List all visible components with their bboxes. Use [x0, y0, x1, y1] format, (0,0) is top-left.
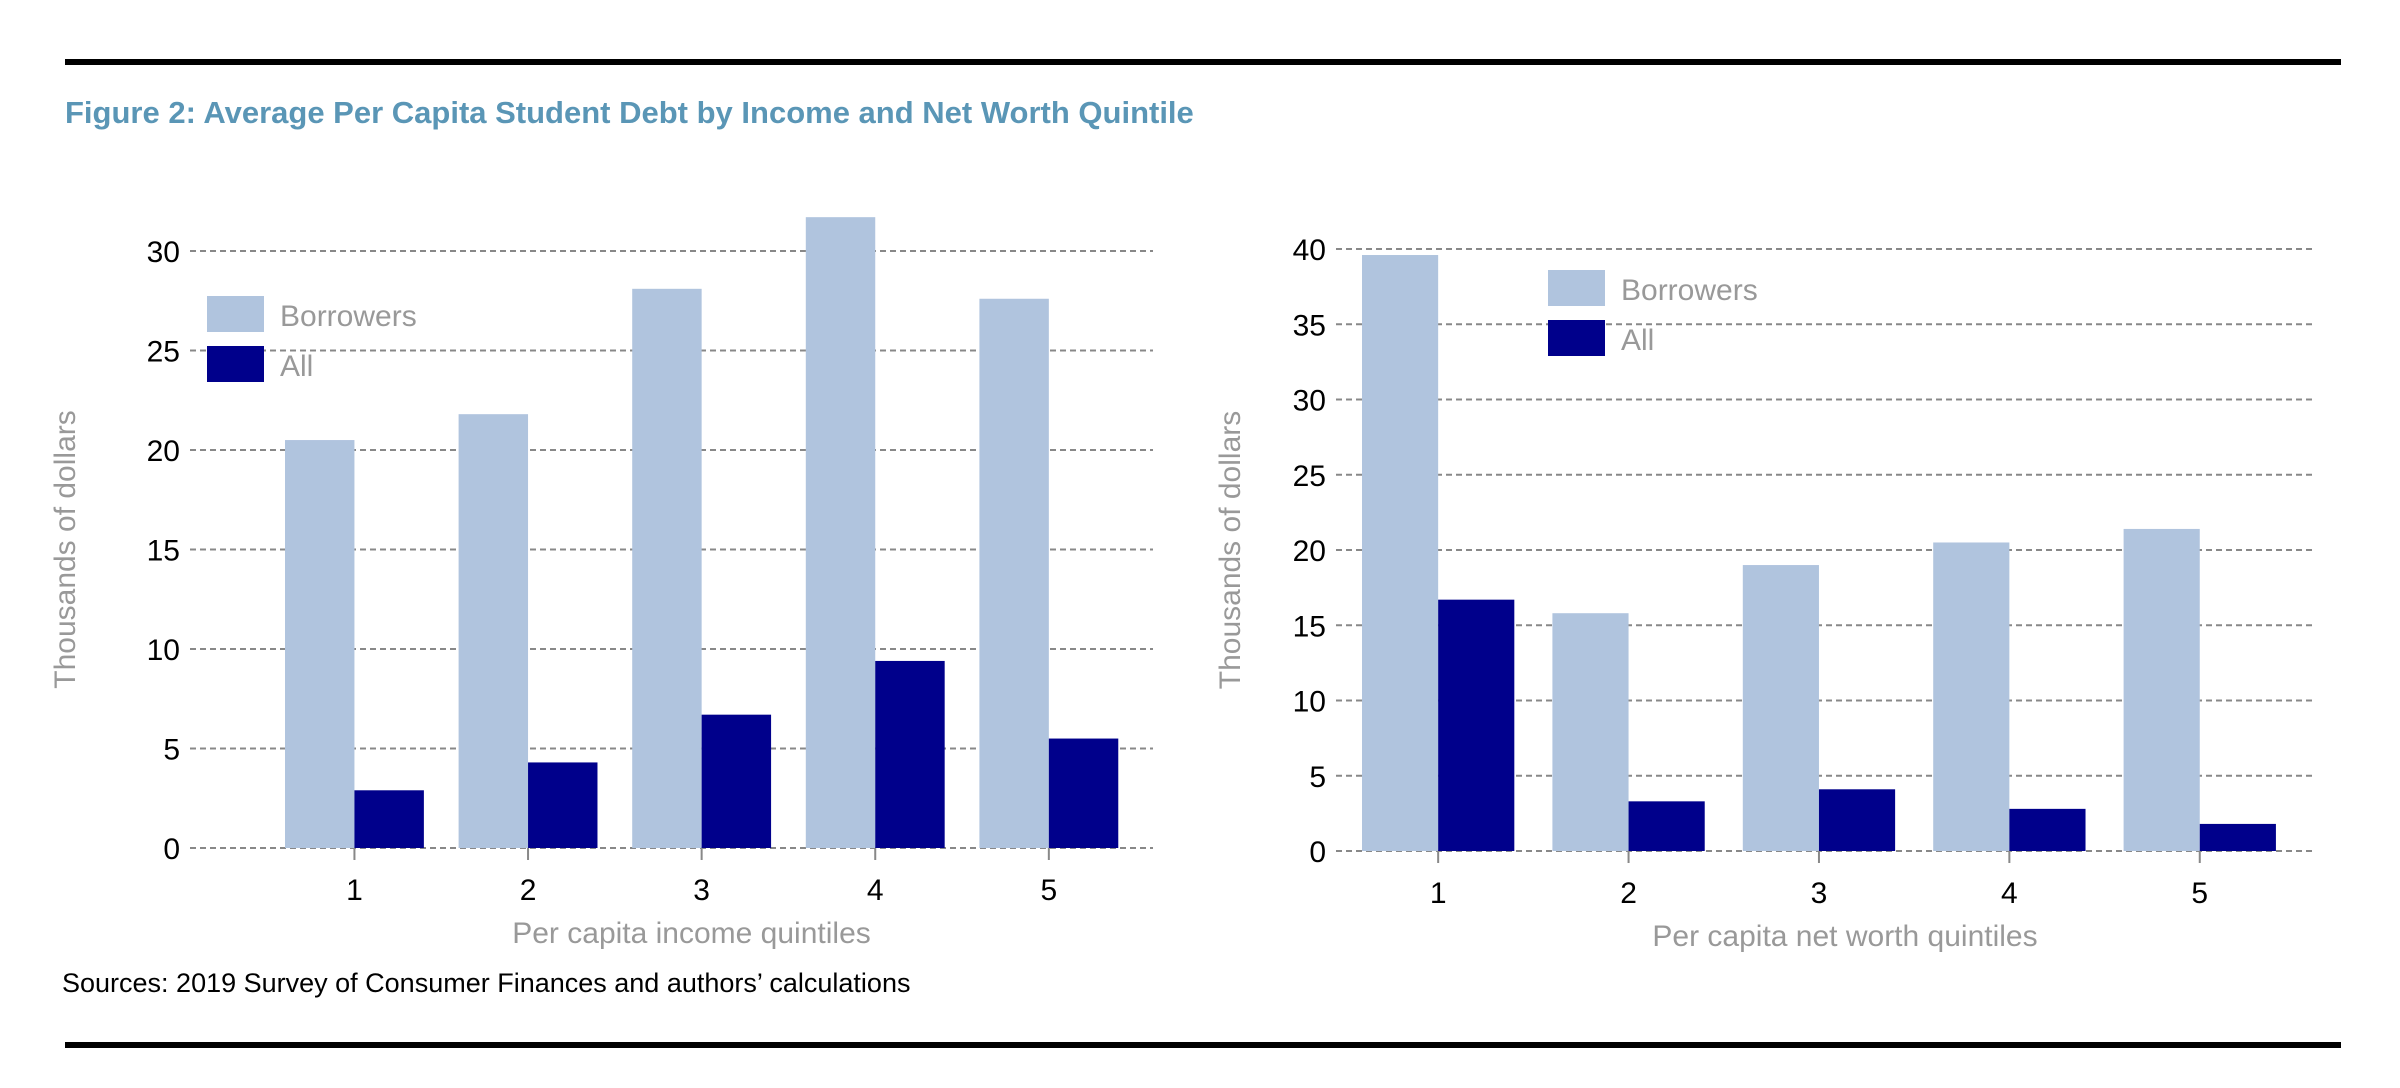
- bar-borrowers: [1742, 565, 1819, 851]
- x-tick-label: 5: [1040, 874, 1057, 907]
- legend-swatch-borrowers: [1548, 270, 1605, 306]
- y-tick-label: 25: [147, 336, 180, 369]
- bar-all: [528, 762, 598, 848]
- x-tick-label: 1: [346, 874, 363, 907]
- x-tick-label: 1: [1430, 877, 1447, 910]
- bar-borrowers: [632, 288, 702, 848]
- y-tick-label: 10: [147, 634, 180, 667]
- sources-note: Sources: 2019 Survey of Consumer Finance…: [62, 968, 911, 998]
- bar-borrowers: [1933, 542, 2010, 851]
- y-tick-label: 20: [147, 435, 180, 468]
- y-tick-label: 25: [1293, 460, 1326, 493]
- y-tick-label: 5: [163, 734, 180, 767]
- bar-all: [1048, 738, 1119, 848]
- y-tick-label: 0: [163, 833, 180, 866]
- x-tick-label: 5: [2191, 877, 2208, 910]
- bottom-rule: [65, 1042, 2341, 1048]
- legend-label: All: [280, 350, 313, 383]
- y-tick-label: 0: [1309, 836, 1326, 869]
- x-tick-label: 3: [1811, 877, 1828, 910]
- bar-all: [1628, 801, 1705, 851]
- y-tick-label: 30: [147, 236, 180, 269]
- x-axis-label: Per capita income quintiles: [512, 917, 871, 950]
- y-tick-label: 35: [1293, 309, 1326, 342]
- bar-all: [1818, 789, 1896, 851]
- y-tick-label: 20: [1293, 535, 1326, 568]
- bar-all: [2009, 808, 2086, 851]
- y-tick-label: 5: [1309, 761, 1326, 794]
- legend-label: All: [1621, 324, 1654, 357]
- y-axis-label: Thousands of dollars: [49, 410, 82, 689]
- bar-borrowers: [285, 440, 355, 848]
- bar-borrowers: [2123, 528, 2200, 851]
- x-axis-label: Per capita net worth quintiles: [1652, 920, 2037, 953]
- bar-borrowers: [979, 298, 1049, 848]
- y-tick-label: 30: [1293, 385, 1326, 418]
- bar-borrowers: [1552, 613, 1629, 851]
- bar-all: [701, 714, 772, 848]
- y-tick-label: 15: [147, 535, 180, 568]
- legend-swatch-all: [1548, 320, 1605, 356]
- y-tick-label: 10: [1293, 686, 1326, 719]
- bar-all: [875, 660, 945, 848]
- y-tick-label: 15: [1293, 610, 1326, 643]
- y-axis-label: Thousands of dollars: [1214, 411, 1247, 690]
- legend-swatch-borrowers: [207, 296, 264, 332]
- bar-all: [2199, 823, 2276, 851]
- bar-borrowers: [805, 217, 876, 849]
- bar-all: [1438, 599, 1515, 851]
- x-tick-label: 2: [1620, 877, 1637, 910]
- y-tick-label: 40: [1293, 234, 1326, 267]
- x-tick-label: 2: [520, 874, 537, 907]
- x-tick-label: 4: [2001, 877, 2018, 910]
- bar-borrowers: [1362, 255, 1439, 851]
- bar-all: [354, 790, 424, 848]
- x-tick-label: 4: [867, 874, 884, 907]
- bar-borrowers: [458, 414, 529, 848]
- figure-title: Figure 2: Average Per Capita Student Deb…: [65, 95, 1194, 130]
- legend-swatch-all: [207, 346, 264, 382]
- legend-label: Borrowers: [1621, 274, 1758, 307]
- x-tick-label: 3: [693, 874, 710, 907]
- top-rule: [65, 59, 2341, 65]
- legend-label: Borrowers: [280, 300, 417, 333]
